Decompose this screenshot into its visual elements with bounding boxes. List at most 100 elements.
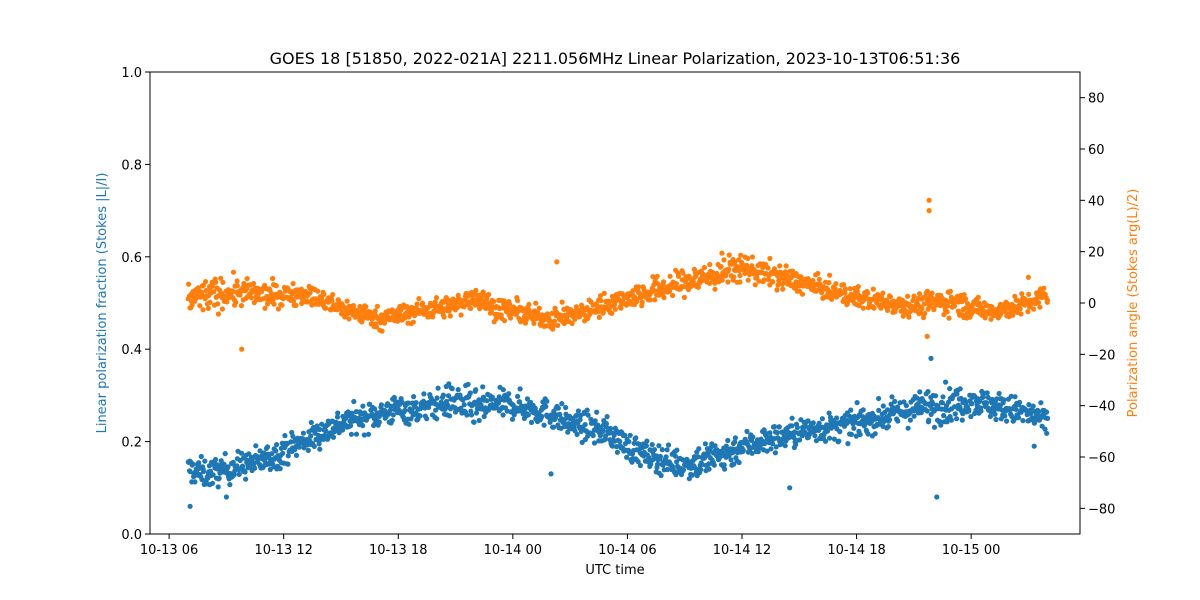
- data-point: [186, 281, 192, 287]
- data-point: [637, 462, 644, 469]
- data-point: [920, 315, 927, 321]
- data-point: [501, 298, 507, 304]
- data-point: [316, 301, 322, 307]
- data-point: [293, 452, 300, 458]
- data-point: [718, 264, 724, 270]
- data-point: [389, 417, 395, 423]
- data-point: [559, 401, 565, 407]
- data-point: [257, 448, 263, 454]
- data-point: [916, 291, 923, 297]
- data-point: [651, 447, 658, 453]
- data-point: [424, 416, 430, 422]
- data-point: [421, 391, 427, 397]
- data-point: [848, 407, 854, 413]
- data-point: [215, 301, 221, 307]
- data-point: [317, 426, 323, 433]
- data-point: [985, 394, 991, 400]
- x-tick-label: 10-14 12: [713, 543, 771, 558]
- data-point: [335, 410, 341, 416]
- data-point: [446, 381, 452, 387]
- data-point: [473, 287, 479, 293]
- data-point: [626, 439, 632, 445]
- data-point: [203, 279, 209, 285]
- data-point: [647, 297, 653, 303]
- x-tick-label: 10-13 12: [254, 543, 312, 558]
- data-point: [562, 423, 568, 430]
- right-y-tick-label: 60: [1088, 143, 1105, 158]
- data-point: [943, 379, 949, 385]
- data-point: [989, 304, 995, 310]
- data-point: [695, 284, 702, 290]
- data-point: [205, 305, 211, 311]
- data-point: [687, 276, 693, 282]
- right-y-tick-label: −80: [1088, 502, 1115, 517]
- data-point: [726, 266, 732, 272]
- data-point: [765, 276, 772, 283]
- data-point: [539, 413, 545, 420]
- data-point: [464, 412, 470, 418]
- data-point: [458, 405, 464, 411]
- left-y-tick-label: 1.0: [121, 66, 142, 81]
- data-point: [207, 468, 214, 474]
- data-point: [774, 430, 781, 436]
- data-point: [1012, 394, 1018, 400]
- data-point: [1008, 393, 1014, 399]
- data-point: [917, 389, 923, 395]
- data-point: [273, 448, 279, 454]
- data-point: [1026, 402, 1032, 408]
- data-point: [515, 298, 521, 304]
- data-point: [252, 465, 258, 471]
- data-point: [238, 303, 244, 309]
- data-point: [622, 432, 628, 438]
- data-point: [887, 417, 893, 423]
- data-point: [836, 438, 842, 444]
- data-point: [944, 309, 950, 315]
- data-point: [900, 313, 906, 319]
- data-point: [441, 314, 447, 320]
- data-point: [745, 255, 751, 262]
- data-point: [633, 435, 639, 441]
- data-point: [434, 395, 440, 401]
- data-point: [840, 282, 847, 288]
- data-point: [767, 255, 773, 262]
- data-point: [769, 441, 776, 447]
- data-point: [603, 421, 610, 427]
- data-point: [732, 435, 739, 441]
- data-point: [945, 303, 951, 309]
- data-point: [367, 401, 373, 407]
- data-point: [447, 413, 453, 419]
- data-point: [918, 310, 924, 316]
- data-point: [1019, 291, 1025, 297]
- data-point: [719, 250, 725, 256]
- data-point: [465, 381, 471, 387]
- data-point: [663, 454, 669, 460]
- data-point: [211, 289, 217, 295]
- data-point: [761, 277, 767, 283]
- data-point: [987, 413, 994, 419]
- data-point: [273, 283, 279, 289]
- data-point: [922, 310, 928, 316]
- data-point: [405, 400, 411, 406]
- data-point: [274, 442, 280, 448]
- data-point: [711, 462, 717, 468]
- data-point: [933, 393, 939, 399]
- data-point: [906, 314, 912, 320]
- data-point: [233, 299, 239, 305]
- data-point: [300, 430, 306, 436]
- data-point: [926, 417, 932, 423]
- data-point: [842, 286, 849, 292]
- data-point: [543, 403, 549, 410]
- data-point: [907, 417, 914, 423]
- data-point: [723, 443, 729, 449]
- data-point: [699, 278, 705, 284]
- data-point: [643, 443, 650, 449]
- data-point: [500, 387, 506, 393]
- data-point: [489, 394, 495, 400]
- data-point: [501, 318, 508, 324]
- data-point: [815, 270, 821, 277]
- data-point: [408, 416, 414, 422]
- data-point: [316, 441, 322, 447]
- data-point: [885, 307, 891, 313]
- data-point: [588, 416, 594, 422]
- data-point: [577, 314, 583, 320]
